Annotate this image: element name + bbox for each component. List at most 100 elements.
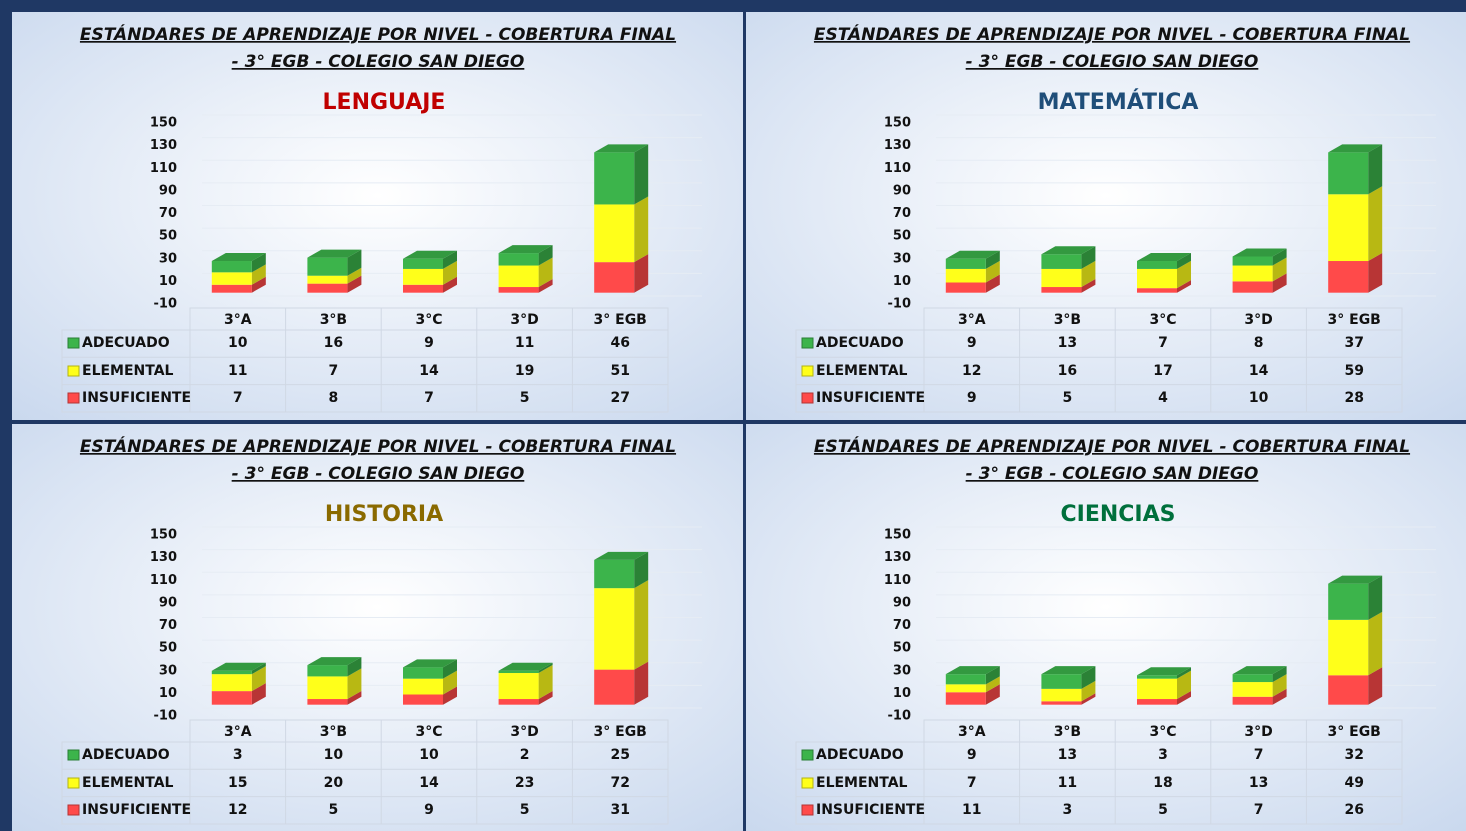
bar-side (538, 245, 553, 266)
bar-segment (594, 254, 649, 293)
bar-front (307, 283, 348, 293)
table-value: 16 (324, 335, 343, 351)
legend-label: INSUFICIENTE (82, 390, 191, 406)
chart-subtitle: HISTORIA (325, 502, 443, 527)
table-value: 3 (1063, 802, 1073, 818)
bar-top (498, 245, 553, 254)
y-tick-label: 50 (159, 641, 177, 656)
table-value: 11 (962, 802, 981, 818)
bar-side (1368, 186, 1383, 262)
bar-side (1177, 280, 1191, 293)
legend-label: ELEMENTAL (82, 363, 174, 379)
bar-segment (403, 250, 457, 269)
legend-label: INSUFICIENTE (816, 802, 925, 818)
y-tick-label: 10 (159, 274, 177, 289)
bar-segment (1041, 279, 1096, 293)
bar-side (443, 686, 457, 705)
bar-top (1328, 144, 1383, 153)
bar-front (594, 262, 635, 293)
bar-top (594, 144, 649, 153)
y-tick-label: 50 (893, 641, 911, 656)
bar-side (1272, 273, 1287, 293)
bar-segment (594, 144, 649, 205)
x-tick-label: 3°C (415, 312, 442, 328)
bar-front (403, 258, 443, 269)
chart-title: ESTÁNDARES DE APRENDIZAJE POR NIVEL - CO… (80, 435, 676, 457)
x-tick-label: 3°B (320, 724, 347, 740)
bar-segment (307, 249, 362, 276)
y-tick-label: 150 (150, 528, 177, 543)
table-value: 7 (1158, 335, 1168, 351)
bar-segment (594, 661, 649, 705)
bar-front (594, 588, 635, 670)
table-value: 4 (1158, 390, 1168, 406)
table-value: 8 (329, 390, 339, 406)
bar-segment (945, 250, 1000, 269)
table-value: 10 (419, 747, 439, 763)
bar-segment (945, 260, 1000, 283)
table-value: 14 (1249, 363, 1269, 379)
y-tick-label: 30 (893, 663, 911, 678)
bar-front (211, 691, 252, 705)
table-value: 7 (1254, 747, 1264, 763)
bar-side (347, 691, 362, 705)
y-tick-label: 50 (893, 229, 911, 244)
bar-top (1232, 666, 1287, 675)
bar-segment (211, 276, 266, 293)
bar-front (1137, 261, 1177, 269)
bar-segment (403, 670, 457, 695)
bar-front (1232, 696, 1273, 705)
y-tick-label: 110 (150, 161, 177, 176)
x-tick-label: 3°D (510, 312, 538, 328)
chart-title: - 3° EGB - COLEGIO SAN DIEGO (966, 464, 1259, 484)
bar-front (1041, 254, 1082, 269)
bar-side (1368, 144, 1383, 195)
bar-front (1137, 288, 1177, 293)
table-value: 9 (424, 335, 434, 351)
bar-side (1272, 688, 1287, 705)
bar-side (985, 676, 1000, 693)
bar-side (1081, 666, 1096, 689)
y-tick-label: 90 (893, 595, 911, 610)
y-tick-label: 70 (159, 618, 177, 633)
table-value: 37 (1344, 335, 1363, 351)
bar-segment (1232, 248, 1287, 266)
legend-swatch (67, 337, 80, 349)
x-tick-label: 3°D (1244, 312, 1272, 328)
bar-segment (1232, 688, 1287, 705)
bar-segment (1328, 611, 1383, 676)
chart-subtitle: LENGUAJE (323, 90, 446, 115)
table-value: 59 (1344, 363, 1363, 379)
bar-front (307, 665, 348, 677)
table-value: 23 (515, 775, 534, 791)
bar-side (347, 668, 362, 700)
bar-side (1177, 253, 1191, 269)
bar-front (498, 287, 539, 293)
bar-top (1137, 667, 1191, 676)
y-tick-label: -10 (154, 709, 178, 724)
bar-top (403, 659, 457, 668)
bar-side (1177, 667, 1191, 679)
bar-segment (1137, 667, 1191, 679)
legend-swatch (801, 392, 814, 404)
bar-front (307, 257, 348, 276)
bar-front (1137, 699, 1177, 705)
bar-side (443, 670, 457, 695)
bar-front (211, 261, 252, 273)
bar-front (1232, 682, 1273, 697)
bar-side (634, 196, 649, 263)
table-value: 32 (1344, 747, 1363, 763)
bar-segment (1137, 280, 1191, 293)
y-tick-label: 70 (893, 206, 911, 221)
bar-front (1041, 674, 1082, 689)
y-tick-label: 10 (893, 274, 911, 289)
table-border (795, 741, 1403, 825)
bar-segment (211, 264, 266, 285)
bar-front (945, 692, 986, 705)
chart-title: - 3° EGB - COLEGIO SAN DIEGO (232, 52, 525, 72)
bar-side (1081, 693, 1096, 705)
bar-side (347, 275, 362, 293)
y-tick-label: 90 (159, 183, 177, 198)
bar-side (251, 666, 266, 692)
chart-title: ESTÁNDARES DE APRENDIZAJE POR NIVEL - CO… (814, 23, 1410, 45)
